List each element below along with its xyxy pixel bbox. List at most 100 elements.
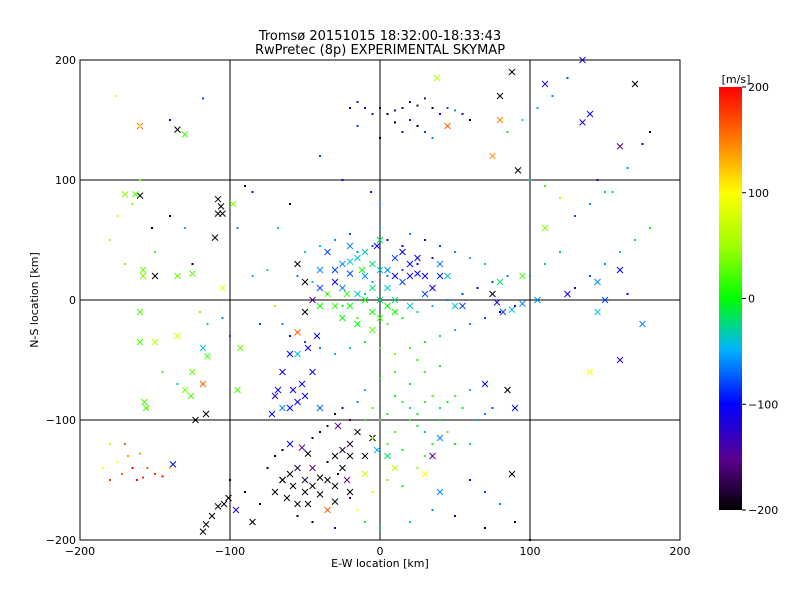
point-dot-177 bbox=[544, 185, 546, 187]
point-cross-90 bbox=[294, 260, 301, 268]
point-cross-29 bbox=[187, 392, 195, 400]
point-dot-5 bbox=[386, 113, 389, 115]
point-dot-121 bbox=[349, 233, 351, 235]
point-dot-197 bbox=[349, 497, 351, 499]
point-cross-18 bbox=[136, 308, 144, 316]
point-cross-54 bbox=[331, 482, 339, 490]
point-cross-160 bbox=[436, 434, 444, 442]
point-dot-39 bbox=[379, 203, 381, 205]
point-dot-22 bbox=[356, 125, 359, 127]
point-dot-204 bbox=[499, 503, 501, 505]
point-cross-151 bbox=[586, 368, 594, 376]
point-dot-194 bbox=[281, 449, 284, 451]
colorbar-tick-label-0: −200 bbox=[748, 504, 778, 517]
x-axis-label: E-W location [km] bbox=[331, 557, 429, 570]
point-cross-17 bbox=[219, 284, 226, 292]
point-dot-48 bbox=[259, 323, 261, 325]
point-cross-147 bbox=[564, 290, 571, 298]
point-dot-137 bbox=[371, 329, 374, 331]
point-cross-1 bbox=[174, 126, 181, 133]
point-cross-107 bbox=[414, 270, 421, 277]
point-cross-111 bbox=[376, 296, 384, 304]
point-dot-152 bbox=[364, 341, 366, 343]
point-cross-178 bbox=[444, 122, 451, 130]
point-dot-95 bbox=[491, 407, 494, 409]
point-dot-126 bbox=[454, 251, 456, 253]
point-cross-82 bbox=[309, 296, 316, 304]
point-dot-56 bbox=[142, 476, 144, 479]
point-dot-145 bbox=[491, 281, 494, 283]
point-dot-112 bbox=[371, 281, 374, 283]
point-dot-35 bbox=[289, 203, 291, 205]
colorbar-tick-label-1: −100 bbox=[748, 398, 778, 411]
point-dot-187 bbox=[176, 383, 179, 385]
point-dot-13 bbox=[446, 107, 449, 109]
point-dot-153 bbox=[379, 347, 381, 349]
point-cross-163 bbox=[436, 488, 444, 496]
point-dot-170 bbox=[634, 239, 636, 241]
point-dot-209 bbox=[431, 509, 434, 511]
point-cross-12 bbox=[139, 266, 147, 274]
point-cross-105 bbox=[391, 272, 399, 280]
point-cross-80 bbox=[294, 329, 301, 336]
point-cross-43 bbox=[286, 440, 294, 448]
point-cross-133 bbox=[376, 236, 384, 244]
point-dot-139 bbox=[401, 317, 404, 319]
point-dot-92 bbox=[469, 443, 471, 445]
x-tick-label-2: 0 bbox=[377, 545, 384, 558]
point-dot-31 bbox=[236, 227, 239, 229]
point-dot-75 bbox=[409, 419, 411, 421]
point-cross-100 bbox=[384, 266, 391, 274]
point-dot-29 bbox=[202, 97, 204, 100]
point-dot-223 bbox=[536, 107, 539, 109]
point-dot-10 bbox=[424, 97, 426, 100]
point-dot-49 bbox=[281, 323, 284, 325]
point-cross-22 bbox=[189, 368, 196, 376]
point-dot-217 bbox=[641, 143, 644, 145]
point-cross-183 bbox=[579, 119, 586, 126]
y-tick-label-1: −100 bbox=[46, 414, 76, 427]
point-dot-82 bbox=[439, 419, 441, 421]
point-cross-192 bbox=[268, 410, 276, 418]
point-cross-62 bbox=[339, 464, 346, 472]
point-dot-66 bbox=[401, 401, 404, 403]
point-cross-78 bbox=[279, 404, 286, 412]
point-cross-60 bbox=[283, 494, 291, 502]
point-dot-94 bbox=[484, 413, 486, 415]
point-dot-158 bbox=[454, 329, 456, 331]
point-cross-19 bbox=[136, 338, 144, 346]
point-dot-164 bbox=[544, 263, 546, 265]
point-cross-154 bbox=[616, 266, 624, 274]
point-dot-52 bbox=[124, 443, 126, 445]
point-cross-70 bbox=[289, 386, 297, 394]
point-dot-105 bbox=[341, 407, 344, 409]
point-dot-159 bbox=[469, 323, 471, 325]
point-cross-83 bbox=[316, 284, 324, 292]
point-dot-129 bbox=[334, 239, 336, 241]
colorbar-label: [m/s] bbox=[722, 73, 751, 86]
point-cross-35 bbox=[214, 503, 222, 510]
point-cross-169 bbox=[373, 446, 381, 454]
point-dot-88 bbox=[401, 449, 404, 451]
point-dot-192 bbox=[266, 467, 269, 469]
point-cross-25 bbox=[199, 380, 207, 388]
point-cross-134 bbox=[421, 272, 429, 280]
point-cross-28 bbox=[142, 404, 150, 412]
point-dot-102 bbox=[379, 377, 381, 379]
point-dot-25 bbox=[139, 125, 141, 127]
point-dot-90 bbox=[371, 437, 374, 439]
point-cross-125 bbox=[331, 302, 339, 310]
point-cross-33 bbox=[202, 410, 210, 418]
point-dot-59 bbox=[161, 475, 164, 478]
point-cross-114 bbox=[384, 302, 391, 310]
point-cross-47 bbox=[286, 470, 294, 478]
point-dot-64 bbox=[139, 452, 141, 455]
point-dot-161 bbox=[499, 311, 501, 313]
point-dot-165 bbox=[559, 251, 561, 253]
point-cross-21 bbox=[174, 332, 181, 340]
point-dot-141 bbox=[431, 305, 434, 307]
point-cross-9 bbox=[214, 210, 222, 217]
point-cross-88 bbox=[346, 258, 354, 265]
